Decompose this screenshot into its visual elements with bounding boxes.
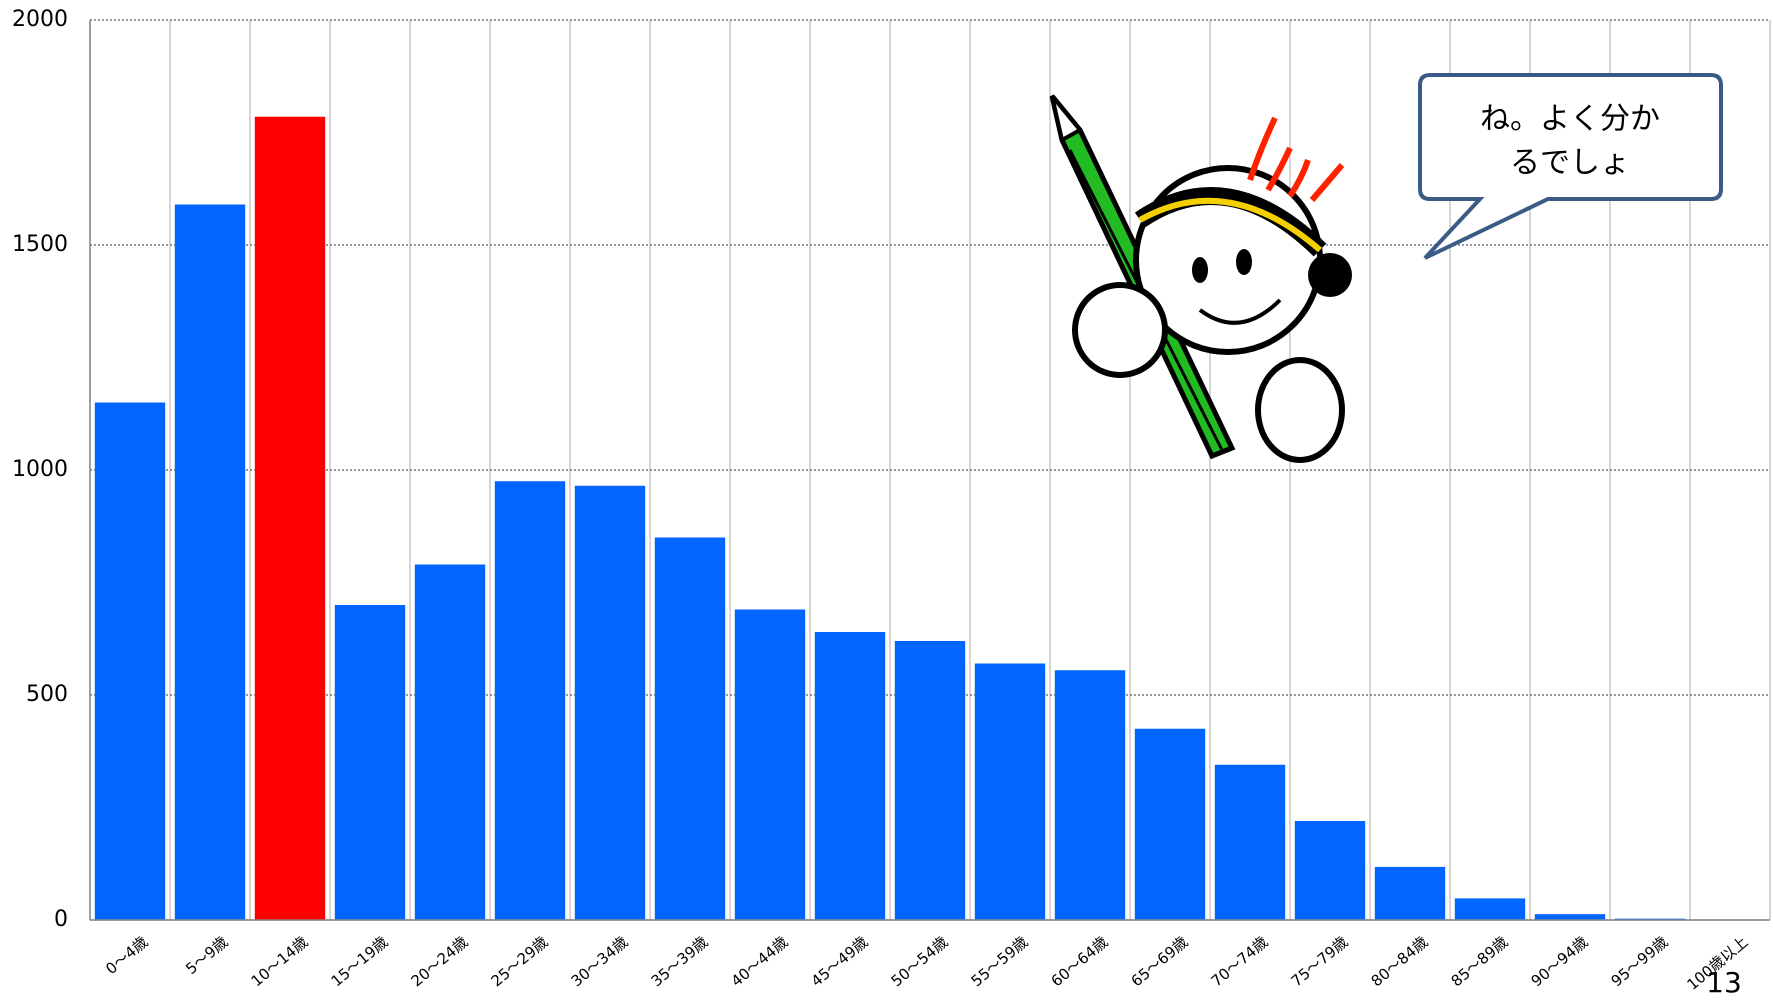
x-tick-label: 25～29歳 [488,933,552,991]
bar [1134,728,1206,920]
x-tick-label: 50～54歳 [888,933,952,991]
bar [254,116,326,920]
x-tick-label: 70～74歳 [1208,933,1272,991]
bar [974,663,1046,920]
speech-bubble [1418,73,1723,260]
bar [734,609,806,920]
x-tick-label: 95～99歳 [1608,933,1672,991]
x-tick-label: 20～24歳 [408,933,472,991]
x-tick-label: 90～94歳 [1528,933,1592,991]
y-tick-label: 1000 [12,457,68,482]
x-tick-label: 75～79歳 [1288,933,1352,991]
bar [174,204,246,920]
bar [894,641,966,920]
x-tick-label: 15～19歳 [328,933,392,991]
y-tick-label: 500 [26,682,68,707]
x-tick-label: 30～34歳 [568,933,632,991]
bar [414,564,486,920]
y-tick-label: 0 [54,907,68,932]
bar [334,605,406,920]
x-tick-label: 85～89歳 [1448,933,1512,991]
bar [494,481,566,920]
bar [1374,866,1446,920]
x-tick-label: 60～64歳 [1048,933,1112,991]
x-tick-label: 55～59歳 [968,933,1032,991]
x-tick-label: 10～14歳 [248,933,312,991]
bar [1214,764,1286,920]
x-tick-label: 35～39歳 [648,933,712,991]
bar [574,485,646,920]
x-tick-label: 0～4歳 [102,933,151,978]
mascot-illustration [1049,94,1352,463]
x-tick-label: 65～69歳 [1128,933,1192,991]
bar [654,537,726,920]
y-tick-label: 1500 [12,232,68,257]
x-tick-label: 5～9歳 [182,933,231,978]
bar [94,402,166,920]
x-tick-label: 45～49歳 [808,933,872,991]
bar [1534,914,1606,920]
bar [1294,821,1366,920]
page-number: 13 [1706,966,1742,999]
x-tick-label: 40～44歳 [728,933,792,991]
bar [1054,670,1126,920]
bar [1454,898,1526,920]
x-tick-label: 80～84歳 [1368,933,1432,991]
bar [814,632,886,920]
annotation-line: るでしょ [1510,146,1630,181]
y-tick-label: 2000 [12,7,68,32]
annotation-line: ね。よく分か [1480,102,1660,137]
